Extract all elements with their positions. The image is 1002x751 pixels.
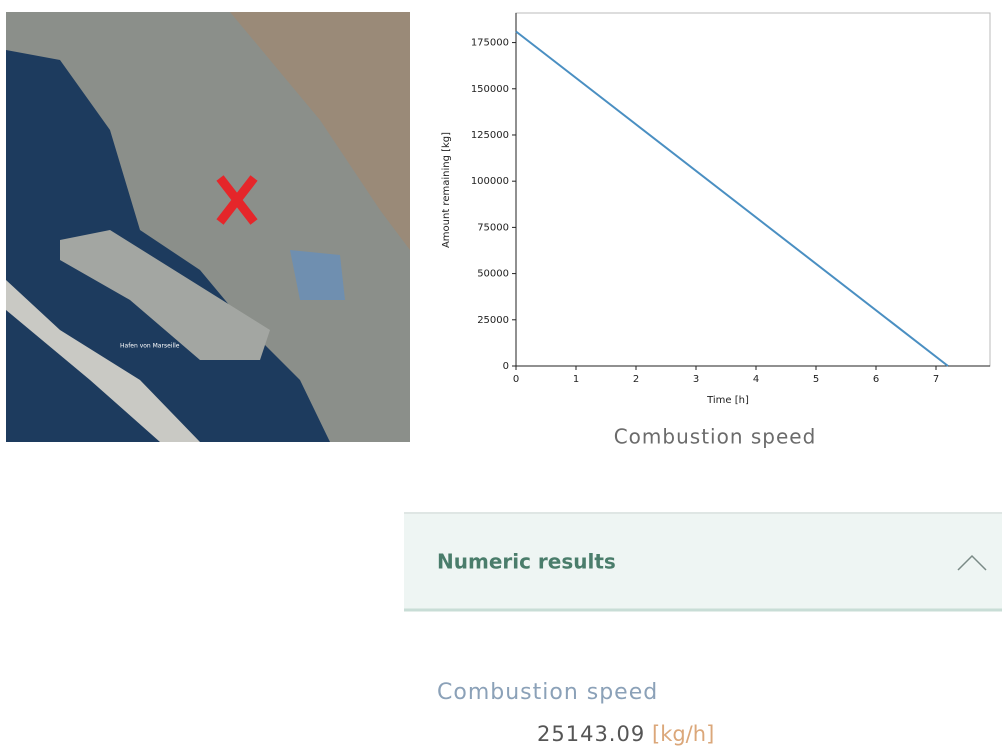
y-tick-label: 25000 (477, 315, 509, 326)
map-label: Hafen von Marseille (120, 343, 180, 350)
y-tick-label: 50000 (477, 269, 509, 280)
map: Hafen von Marseille (6, 12, 410, 442)
map-pier (60, 230, 270, 360)
collapse-chevron[interactable] (957, 554, 987, 571)
x-tick-label: 2 (633, 374, 639, 385)
y-tick-label: 0 (503, 361, 509, 372)
data-line (515, 30, 949, 367)
y-axis-label: Amount remaining [kg] (441, 132, 452, 248)
numeric-results-panel: Numeric results Combustion speed 25143.0… (404, 512, 1002, 746)
panel-title: Numeric results (437, 550, 616, 574)
map-marker (216, 175, 258, 225)
map-land (6, 12, 410, 442)
panel-header[interactable] (404, 513, 1002, 610)
result-unit: [kg/h] (652, 722, 714, 746)
y-tick-label: 125000 (471, 130, 509, 141)
map-breakwater (6, 280, 200, 442)
x-tick-label: 7 (933, 374, 939, 385)
chart-caption: Combustion speed (614, 425, 817, 449)
y-tick-label: 150000 (471, 84, 509, 95)
result-value: 25143.09 (537, 722, 645, 746)
map-ship (290, 250, 345, 300)
map-city (230, 12, 410, 250)
x-tick-label: 1 (573, 374, 579, 385)
plot-area (515, 12, 991, 367)
x-tick-label: 0 (513, 374, 519, 385)
x-tick-label: 6 (873, 374, 879, 385)
x-axis-label: Time [h] (706, 395, 749, 406)
y-tick-label: 75000 (477, 222, 509, 233)
x-tick-label: 5 (813, 374, 819, 385)
chart: Combustion speed Time [h] Amount remaini… (441, 12, 991, 449)
y-tick-label: 175000 (471, 38, 509, 49)
x-tick-label: 4 (753, 374, 759, 385)
result-label: Combustion speed (437, 680, 658, 705)
y-tick-label: 100000 (471, 176, 509, 187)
x-tick-label: 3 (693, 374, 699, 385)
